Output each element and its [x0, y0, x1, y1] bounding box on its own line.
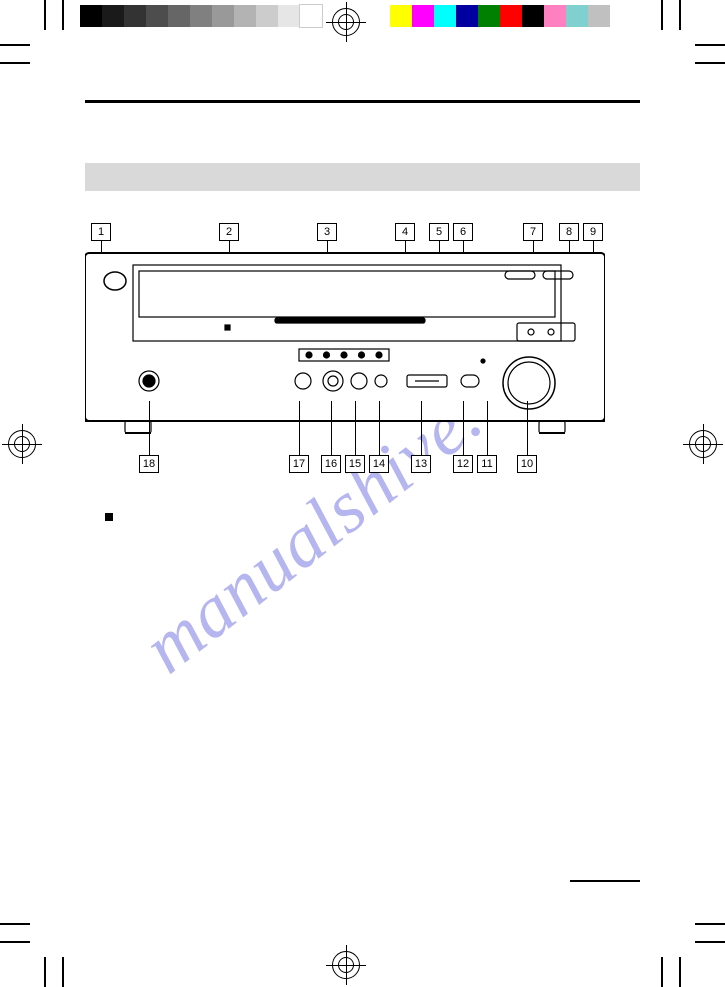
callout-14: 14 — [369, 455, 389, 473]
header-rule — [85, 100, 640, 103]
registration-target-icon — [8, 430, 36, 458]
grayscale-swatches — [80, 5, 322, 27]
callout-16: 16 — [321, 455, 341, 473]
color-swatches — [390, 5, 610, 27]
callout-12: 12 — [453, 455, 473, 473]
callout-10: 10 — [517, 455, 537, 473]
registration-target-icon — [332, 951, 360, 979]
section-banner — [85, 163, 640, 191]
callout-13: 13 — [411, 455, 431, 473]
page-footer-rule — [570, 880, 640, 882]
front-panel-diagram: 123456789 181716151413121110 — [85, 223, 640, 483]
callout-15: 15 — [345, 455, 365, 473]
callout-11: 11 — [477, 455, 497, 473]
callout-18: 18 — [139, 455, 159, 473]
callout-17: 17 — [289, 455, 309, 473]
note-marker-icon — [105, 513, 113, 521]
registration-target-icon — [689, 430, 717, 458]
page-content: 123456789 181716151413121110 — [85, 100, 640, 521]
registration-target-icon — [332, 8, 360, 36]
